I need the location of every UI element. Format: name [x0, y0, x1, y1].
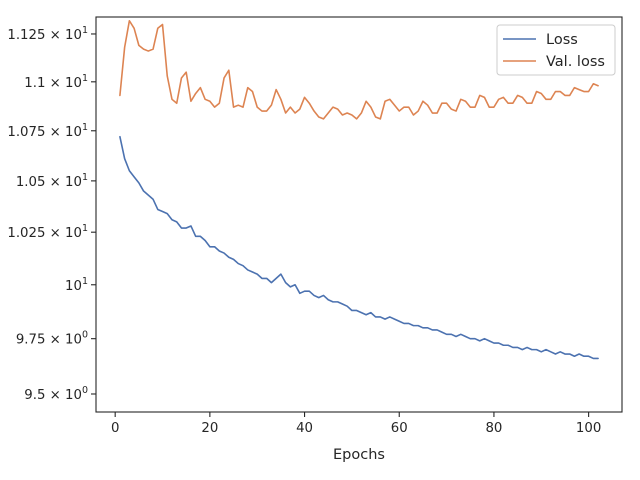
- series-layer: [119, 19, 599, 360]
- x-tick-label: 40: [296, 421, 313, 436]
- plot-frame: [95, 16, 623, 413]
- y-tick-label: 101: [65, 276, 88, 294]
- x-tick-label: 60: [391, 421, 408, 436]
- x-axis-title: Epochs: [333, 447, 385, 463]
- y-tick-label: 1.025 × 101: [7, 223, 88, 241]
- x-tick-label: 100: [576, 421, 601, 436]
- series-line-loss: [119, 135, 599, 360]
- x-tick-label: 80: [485, 421, 502, 436]
- y-tick-label: 9.5 × 100: [24, 385, 88, 403]
- plot-area: [96, 17, 622, 412]
- legend: Loss Val. loss: [496, 24, 616, 76]
- legend-label-val-loss: Val. loss: [546, 54, 605, 70]
- x-ticks: 0 20 40 60 80 100: [111, 412, 601, 436]
- y-tick-label: 9.75 × 100: [16, 330, 88, 348]
- y-tick-label: 1.05 × 101: [16, 172, 88, 190]
- series-line-val-loss: [119, 19, 599, 120]
- y-ticks: 9.5 × 100 9.75 × 100 101 1.025 × 101 1.05 × …: [7, 25, 96, 403]
- legend-box: [496, 24, 616, 76]
- y-tick-label: 1.1 × 101: [24, 73, 88, 91]
- x-tick-label: 0: [111, 421, 119, 436]
- y-tick-label: 1.075 × 101: [7, 122, 88, 140]
- y-tick-label: 1.125 × 101: [7, 25, 88, 43]
- legend-label-loss: Loss: [546, 32, 578, 48]
- x-tick-label: 20: [201, 421, 218, 436]
